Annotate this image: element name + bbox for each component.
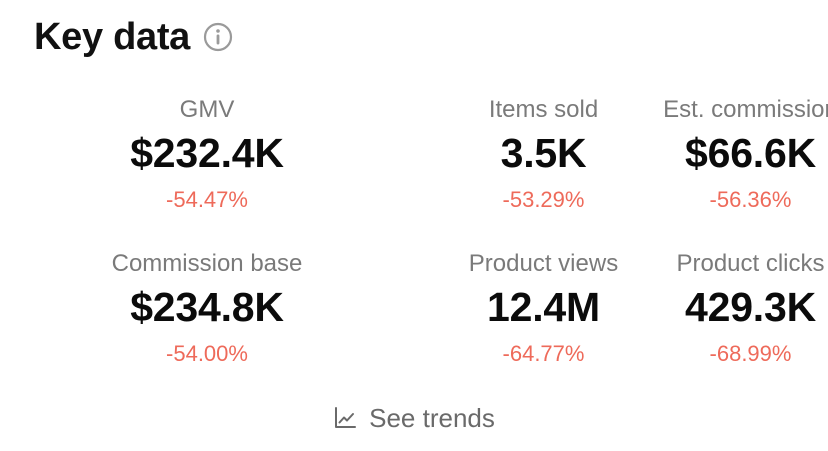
metric-est-commission: Est. commission $66.6K -56.36% xyxy=(621,92,828,246)
metric-product-views: Product views 12.4M -64.77% xyxy=(414,246,673,400)
metric-change: -54.00% xyxy=(166,341,248,366)
metric-change: -56.36% xyxy=(709,187,792,212)
metric-label: Product clicks xyxy=(676,250,825,277)
metric-value: 3.5K xyxy=(500,130,587,176)
metric-value: 12.4M xyxy=(487,284,600,330)
see-trends-link[interactable]: See trends xyxy=(0,400,828,436)
metric-label: Est. commission xyxy=(663,96,828,123)
metric-label: Items sold xyxy=(488,96,599,123)
see-trends-label[interactable]: See trends xyxy=(369,403,495,433)
metric-change: -68.99% xyxy=(709,341,792,366)
metric-product-clicks: Product clicks 429.3K -68.99% xyxy=(621,246,828,400)
metric-gmv: GMV $232.4K -54.47% xyxy=(78,92,337,246)
metric-change: -54.47% xyxy=(166,187,248,212)
metric-value: $232.4K xyxy=(130,130,284,176)
metric-label: GMV xyxy=(179,96,235,123)
see-trends-link-content[interactable]: See trends xyxy=(333,400,495,436)
metrics-grid: GMV $232.4K -54.47% Items sold 3.5K -53.… xyxy=(0,92,828,400)
metric-label: Product views xyxy=(468,250,619,277)
key-data-header: Key data xyxy=(34,12,233,62)
line-chart-icon xyxy=(333,406,357,430)
info-icon[interactable] xyxy=(203,22,233,52)
metric-change: -53.29% xyxy=(502,187,585,212)
metric-change: -64.77% xyxy=(502,341,585,366)
metric-items-sold: Items sold 3.5K -53.29% xyxy=(414,92,673,246)
metric-label: Commission base xyxy=(111,250,303,277)
metric-commission-base: Commission base $234.8K -54.00% xyxy=(78,246,337,400)
page-title: Key data xyxy=(34,16,191,58)
metric-value: 429.3K xyxy=(684,284,816,330)
metric-value: $66.6K xyxy=(684,130,816,176)
metric-value: $234.8K xyxy=(130,284,284,330)
